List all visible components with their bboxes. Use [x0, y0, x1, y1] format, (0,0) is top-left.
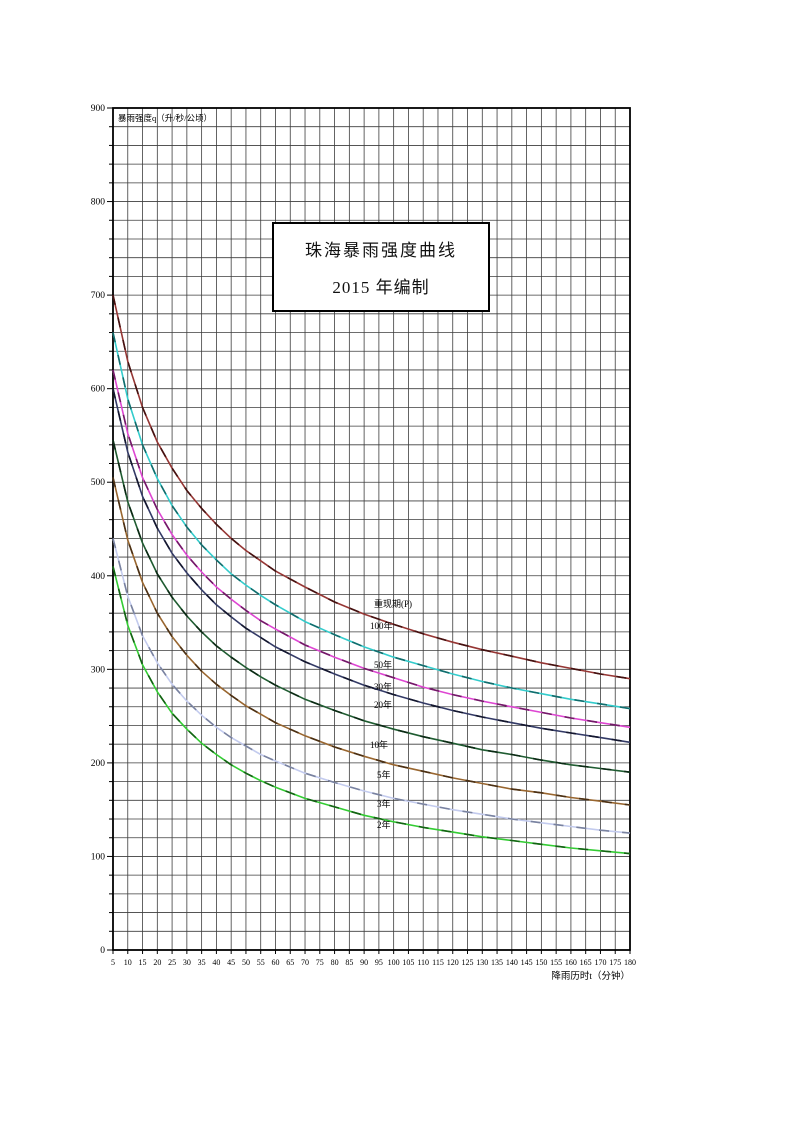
chart-subtitle: 2015 年编制 [332, 278, 430, 297]
x-tick-label: 130 [476, 958, 488, 967]
x-tick-label: 20 [153, 958, 161, 967]
x-tick-label: 65 [286, 958, 294, 967]
x-tick-label: 10 [124, 958, 132, 967]
y-tick-label: 300 [91, 665, 106, 675]
x-tick-label: 95 [375, 958, 383, 967]
x-tick-label: 135 [491, 958, 503, 967]
x-tick-label: 50 [242, 958, 250, 967]
series-line-dash-overlay [112, 294, 631, 680]
x-tick-label: 175 [609, 958, 621, 967]
series-label: 10年 [370, 739, 388, 750]
x-tick-label: 160 [565, 958, 577, 967]
series-label: 5年 [377, 769, 391, 780]
legend-labels: 重现期(P) 100年 50年 30年 20年 10年 5年 3年 2年 [370, 598, 412, 830]
x-tick-label: 120 [447, 958, 459, 967]
series-line-dash-overlay [112, 566, 631, 855]
y-tick-label: 900 [91, 104, 106, 114]
y-tick-label: 200 [91, 759, 106, 769]
legend-title: 重现期(P) [374, 598, 412, 609]
x-tick-label: 125 [462, 958, 474, 967]
series-label: 30年 [374, 681, 392, 692]
x-tick-label: 55 [257, 958, 265, 967]
series-label: 2年 [377, 819, 391, 830]
x-tick-label: 75 [316, 958, 324, 967]
x-tick-label: 60 [271, 958, 279, 967]
y-tick-label: 800 [91, 198, 106, 208]
y-tick-labels: 900 800 700 600 500 400 300 200 100 0 [91, 104, 106, 956]
series-line [112, 566, 631, 855]
x-tick-label: 110 [417, 958, 429, 967]
x-tick-label: 155 [550, 958, 562, 967]
x-tick-label: 90 [360, 958, 368, 967]
series-label: 50年 [374, 659, 392, 670]
x-tick-label: 100 [388, 958, 400, 967]
series-line [112, 439, 631, 773]
series-label: 100年 [370, 620, 393, 631]
chart-title-box: 珠海暴雨强度曲线 2015 年编制 [272, 222, 490, 312]
y-tick-label: 700 [91, 291, 106, 301]
plot-border [112, 107, 631, 951]
x-tick-label: 70 [301, 958, 309, 967]
x-tick-label: 140 [506, 958, 518, 967]
series-line-dash-overlay [112, 369, 631, 729]
x-tick-label: 150 [535, 958, 547, 967]
series-label: 20年 [374, 699, 392, 710]
chart-title: 珠海暴雨强度曲线 [305, 241, 457, 260]
series-label: 3年 [377, 798, 391, 809]
series-line-dash-overlay [112, 332, 631, 710]
x-tick-label: 40 [212, 958, 220, 967]
series-line [112, 388, 631, 744]
x-tick-label: 5 [111, 958, 115, 967]
x-axis-title: 降雨历时t（分钟） [551, 970, 630, 982]
x-tick-label: 180 [624, 958, 636, 967]
x-tick-label: 170 [594, 958, 606, 967]
x-tick-labels: 5 10 15 20 25 30 35 40 45 50 55 60 65 70 75 80 85 90 95 100… [111, 958, 636, 967]
x-tick-label: 165 [580, 958, 592, 967]
x-tick-label: 85 [345, 958, 353, 967]
x-tick-label: 45 [227, 958, 235, 967]
x-tick-label: 105 [402, 958, 414, 967]
x-tick-label: 145 [521, 958, 533, 967]
series-line-dash-overlay [112, 388, 631, 744]
x-tick-label: 25 [168, 958, 176, 967]
series-line-dash-overlay [112, 538, 631, 834]
x-tick-label: 15 [139, 958, 147, 967]
x-tick-label: 35 [198, 958, 206, 967]
x-tick-label: 115 [432, 958, 444, 967]
y-tick-label: 600 [91, 385, 106, 395]
y-tick-label: 500 [91, 478, 106, 488]
y-tick-label: 400 [91, 572, 106, 582]
x-tick-label: 30 [183, 958, 191, 967]
series-line-dash-overlay [112, 439, 631, 773]
x-tick-label: 80 [331, 958, 339, 967]
y-axis-title: 暴雨强度q（升/秒/公顷） [118, 113, 212, 123]
y-tick-label: 0 [100, 946, 105, 956]
series-line-dash-overlay [112, 477, 631, 806]
series-line [112, 538, 631, 834]
series-line [112, 369, 631, 729]
series-line [112, 477, 631, 806]
y-tick-label: 100 [91, 852, 106, 862]
curves [112, 294, 631, 855]
